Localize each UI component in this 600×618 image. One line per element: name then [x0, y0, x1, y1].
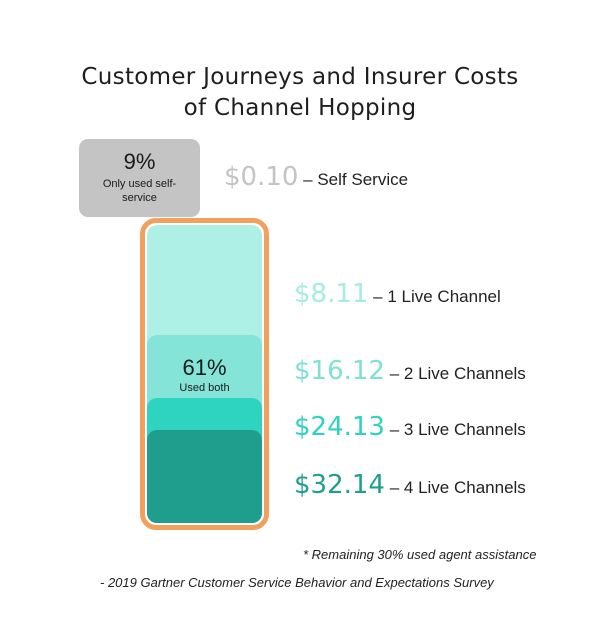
- footnote: * Remaining 30% used agent assistance: [303, 547, 537, 562]
- cost-amount: $8.11: [294, 279, 369, 309]
- channel-label: 1 Live Channel: [387, 287, 501, 306]
- cost-separator: –: [298, 170, 318, 189]
- cost-amount: $16.12: [294, 356, 385, 386]
- used-both-text: Used both: [179, 382, 230, 394]
- cost-row: $8.11 – 1 Live Channel: [294, 279, 501, 309]
- cost-separator: –: [384, 420, 404, 439]
- cost-amount: $24.13: [294, 412, 385, 442]
- channel-label: 3 Live Channels: [403, 420, 526, 439]
- cost-row: $32.14 – 4 Live Channels: [294, 470, 526, 500]
- journey-container: [140, 218, 269, 530]
- chart-title-line-2: of Channel Hopping: [183, 95, 417, 121]
- cost-amount: $32.14: [294, 470, 385, 500]
- source-note: - 2019 Gartner Customer Service Behavior…: [100, 575, 494, 590]
- self-service-label: Only used self-service: [102, 178, 177, 204]
- channel-label: 4 Live Channels: [403, 478, 526, 497]
- self-service-box: 9% Only used self-service: [79, 139, 200, 217]
- cost-amount: $0.10: [224, 162, 299, 192]
- cost-row: $24.13 – 3 Live Channels: [294, 412, 526, 442]
- cost-separator: –: [368, 287, 388, 306]
- cost-separator: –: [384, 364, 404, 383]
- journey-stack: [147, 225, 262, 523]
- cost-row: $16.12 – 2 Live Channels: [294, 356, 526, 386]
- cost-row: $0.10 – Self Service: [224, 162, 408, 192]
- channel-label: 2 Live Channels: [403, 364, 526, 383]
- channel-label: Self Service: [317, 170, 409, 189]
- cost-separator: –: [384, 478, 404, 497]
- used-both-label: 61% Used both: [147, 355, 262, 395]
- used-both-percent: 61%: [182, 355, 227, 380]
- chart-title: Customer Journeys and Insurer Costs of C…: [0, 62, 600, 124]
- band-4-live-channels: [147, 430, 262, 523]
- chart-title-line-1: Customer Journeys and Insurer Costs: [81, 64, 519, 90]
- self-service-percent: 9%: [123, 149, 156, 174]
